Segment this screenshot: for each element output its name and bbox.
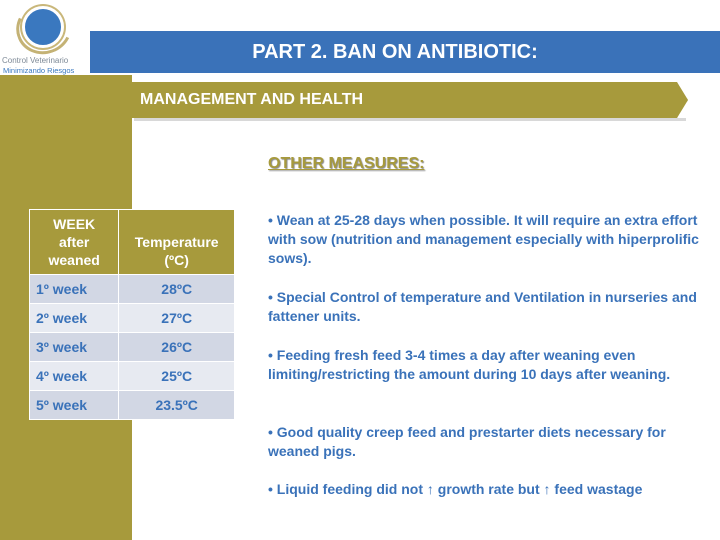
table-row: 5º week 23.5ºC [28, 390, 235, 420]
header-week-line: after [59, 234, 90, 250]
logo-circle-icon [22, 6, 64, 48]
subtitle-shadow [134, 118, 686, 121]
measure-bullet: • Special Control of temperature and Ven… [268, 289, 697, 324]
logo: Control Veterinario Minimizando Riesgos [0, 0, 90, 75]
table-header-row: WEEK after weaned Temperature (ºC) [28, 209, 235, 275]
header-temperature: Temperature (ºC) [118, 209, 235, 275]
table-row: 4º week 25ºC [28, 361, 235, 391]
header-week-line: WEEK [53, 216, 96, 232]
page-title: PART 2. BAN ON ANTIBIOTIC: [252, 40, 538, 63]
temperature-table: WEEK after weaned Temperature (ºC) 1º we… [28, 209, 235, 420]
subtitle-bar: MANAGEMENT AND HEALTH [132, 82, 688, 118]
temperature-cell: 25ºC [118, 361, 235, 391]
temperature-cell: 26ºC [118, 332, 235, 362]
logo-text-line2: Minimizando Riesgos [3, 66, 75, 75]
week-cell: 1º week [28, 274, 120, 304]
logo-text-line1: Control Veterinario [2, 56, 69, 65]
week-cell: 3º week [28, 332, 120, 362]
table-row: 3º week 26ºC [28, 332, 235, 362]
header-temperature-line: (ºC) [164, 252, 189, 268]
title-bar: PART 2. BAN ON ANTIBIOTIC: [90, 31, 720, 73]
temperature-cell: 27ºC [118, 303, 235, 333]
table-row: 1º week 28ºC [28, 274, 235, 304]
week-cell: 4º week [28, 361, 120, 391]
header-temperature-line: Temperature [134, 234, 219, 250]
header-week-line: weaned [48, 252, 100, 268]
measure-bullet: • Good quality creep feed and prestarter… [268, 424, 666, 459]
measure-bullet: • Liquid feeding did not ↑ growth rate b… [268, 481, 643, 497]
temperature-cell: 23.5ºC [118, 390, 235, 420]
section-subtitle: MANAGEMENT AND HEALTH [140, 91, 364, 108]
measures-title: OTHER MEASURES: [268, 155, 425, 172]
measure-bullet: • Feeding fresh feed 3-4 times a day aft… [268, 347, 671, 382]
measure-bullet: • Wean at 25-28 days when possible. It w… [268, 212, 699, 266]
subtitle-arrow-shape [132, 82, 688, 118]
header-week: WEEK after weaned [28, 209, 120, 275]
week-cell: 2º week [28, 303, 120, 333]
week-cell: 5º week [28, 390, 120, 420]
temperature-cell: 28ºC [118, 274, 235, 304]
table-row: 2º week 27ºC [28, 303, 235, 333]
